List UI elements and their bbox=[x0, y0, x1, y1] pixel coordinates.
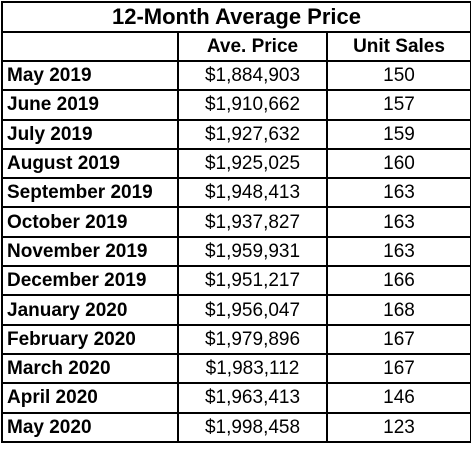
table-row: October 2019 $1,937,827 163 bbox=[1, 206, 471, 238]
month-cell: June 2019 bbox=[1, 89, 179, 121]
month-cell: May 2019 bbox=[1, 59, 179, 92]
month-cell: April 2020 bbox=[1, 382, 179, 414]
table-row: July 2019 $1,927,632 159 bbox=[1, 118, 471, 150]
price-cell: $1,998,458 bbox=[177, 411, 328, 443]
table-row: May 2020 $1,998,458 123 bbox=[1, 411, 471, 443]
table-title: 12-Month Average Price bbox=[1, 1, 471, 33]
table-row: September 2019 $1,948,413 163 bbox=[1, 177, 471, 209]
average-price-table: 12-Month Average Price Ave. Price Unit S… bbox=[1, 1, 471, 443]
units-cell: 157 bbox=[326, 89, 471, 121]
table-row: April 2020 $1,963,413 146 bbox=[1, 382, 471, 414]
price-cell: $1,956,047 bbox=[177, 294, 328, 326]
units-cell: 168 bbox=[326, 294, 471, 326]
price-cell: $1,951,217 bbox=[177, 265, 328, 297]
price-cell: $1,937,827 bbox=[177, 206, 328, 238]
price-cell: $1,963,413 bbox=[177, 382, 328, 414]
price-cell: $1,925,025 bbox=[177, 147, 328, 180]
table-row: March 2020 $1,983,112 167 bbox=[1, 352, 471, 385]
units-cell: 167 bbox=[326, 352, 471, 385]
units-cell: 163 bbox=[326, 177, 471, 209]
title-row: 12-Month Average Price bbox=[1, 1, 471, 33]
month-cell: November 2019 bbox=[1, 235, 179, 268]
table-row: December 2019 $1,951,217 166 bbox=[1, 265, 471, 297]
month-cell: February 2020 bbox=[1, 323, 179, 355]
month-cell: May 2020 bbox=[1, 411, 179, 443]
month-cell: July 2019 bbox=[1, 118, 179, 150]
month-cell: September 2019 bbox=[1, 177, 179, 209]
units-cell: 166 bbox=[326, 265, 471, 297]
month-cell: August 2019 bbox=[1, 147, 179, 180]
units-cell: 160 bbox=[326, 147, 471, 180]
units-cell: 163 bbox=[326, 206, 471, 238]
table-row: January 2020 $1,956,047 168 bbox=[1, 294, 471, 326]
table-row: August 2019 $1,925,025 160 bbox=[1, 147, 471, 180]
month-cell: December 2019 bbox=[1, 265, 179, 297]
price-cell: $1,910,662 bbox=[177, 89, 328, 121]
price-cell: $1,979,896 bbox=[177, 323, 328, 355]
price-cell: $1,927,632 bbox=[177, 118, 328, 150]
table-row: June 2019 $1,910,662 157 bbox=[1, 89, 471, 121]
price-cell: $1,983,112 bbox=[177, 352, 328, 385]
header-ave-price: Ave. Price bbox=[177, 31, 328, 62]
price-cell: $1,884,903 bbox=[177, 59, 328, 92]
units-cell: 159 bbox=[326, 118, 471, 150]
price-cell: $1,948,413 bbox=[177, 177, 328, 209]
units-cell: 150 bbox=[326, 59, 471, 92]
table-row: February 2020 $1,979,896 167 bbox=[1, 323, 471, 355]
units-cell: 123 bbox=[326, 411, 471, 443]
table-body: May 2019 $1,884,903 150 June 2019 $1,910… bbox=[1, 59, 471, 443]
header-row: Ave. Price Unit Sales bbox=[1, 31, 471, 62]
units-cell: 163 bbox=[326, 235, 471, 268]
price-cell: $1,959,931 bbox=[177, 235, 328, 268]
table-row: May 2019 $1,884,903 150 bbox=[1, 59, 471, 92]
header-month bbox=[1, 31, 179, 62]
month-cell: January 2020 bbox=[1, 294, 179, 326]
units-cell: 146 bbox=[326, 382, 471, 414]
month-cell: October 2019 bbox=[1, 206, 179, 238]
header-unit-sales: Unit Sales bbox=[326, 31, 471, 62]
table-row: November 2019 $1,959,931 163 bbox=[1, 235, 471, 268]
units-cell: 167 bbox=[326, 323, 471, 355]
month-cell: March 2020 bbox=[1, 352, 179, 385]
